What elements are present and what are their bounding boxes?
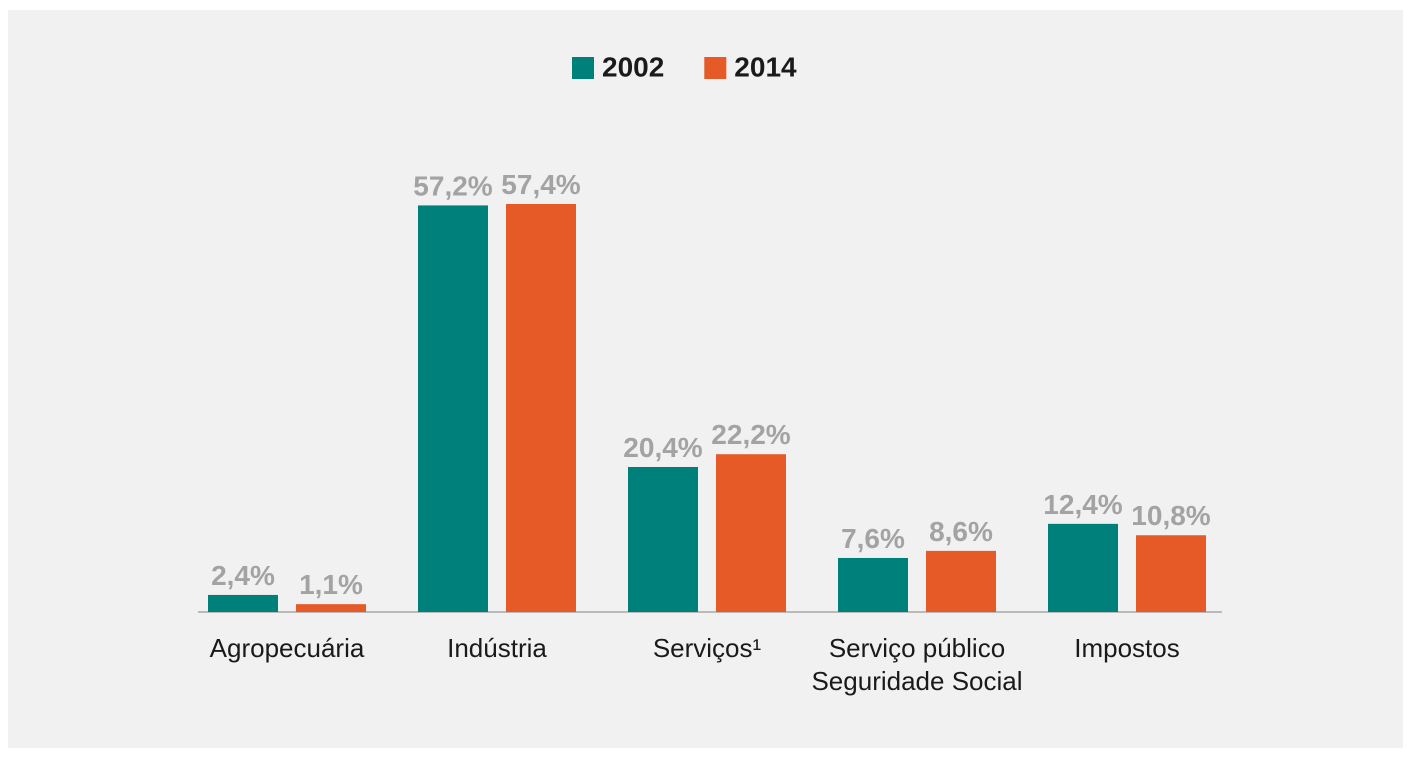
bar	[506, 204, 576, 612]
value-label: 20,4%	[623, 432, 702, 463]
bar	[838, 557, 908, 612]
x-tick-label: Serviços¹	[652, 633, 762, 663]
bar	[628, 466, 698, 612]
bar	[716, 454, 786, 612]
value-label: 2,4%	[211, 560, 275, 591]
bar	[1136, 535, 1206, 612]
value-label: 12,4%	[1043, 489, 1122, 520]
x-tick-label: Agropecuária	[209, 633, 365, 663]
value-label: 57,2%	[413, 170, 492, 201]
value-label: 22,2%	[711, 419, 790, 450]
value-label: 8,6%	[929, 516, 993, 547]
value-label: 10,8%	[1131, 500, 1210, 531]
bar	[418, 205, 488, 612]
bar	[926, 550, 996, 612]
bar	[208, 594, 278, 612]
bar	[1048, 523, 1118, 612]
x-tick-label: Impostos	[1074, 633, 1180, 663]
bar	[296, 604, 366, 612]
x-tick-label: Indústria	[447, 633, 547, 663]
value-label: 7,6%	[841, 523, 905, 554]
legend-label: 2014	[734, 51, 797, 82]
value-label: 1,1%	[299, 569, 363, 600]
x-tick-label: Serviço público Seguridade Social	[811, 633, 1023, 696]
legend-swatch	[572, 57, 594, 79]
legend-label: 2002	[602, 51, 664, 82]
chart-panel	[8, 10, 1403, 748]
value-label: 57,4%	[501, 169, 580, 200]
legend-swatch	[704, 57, 727, 79]
